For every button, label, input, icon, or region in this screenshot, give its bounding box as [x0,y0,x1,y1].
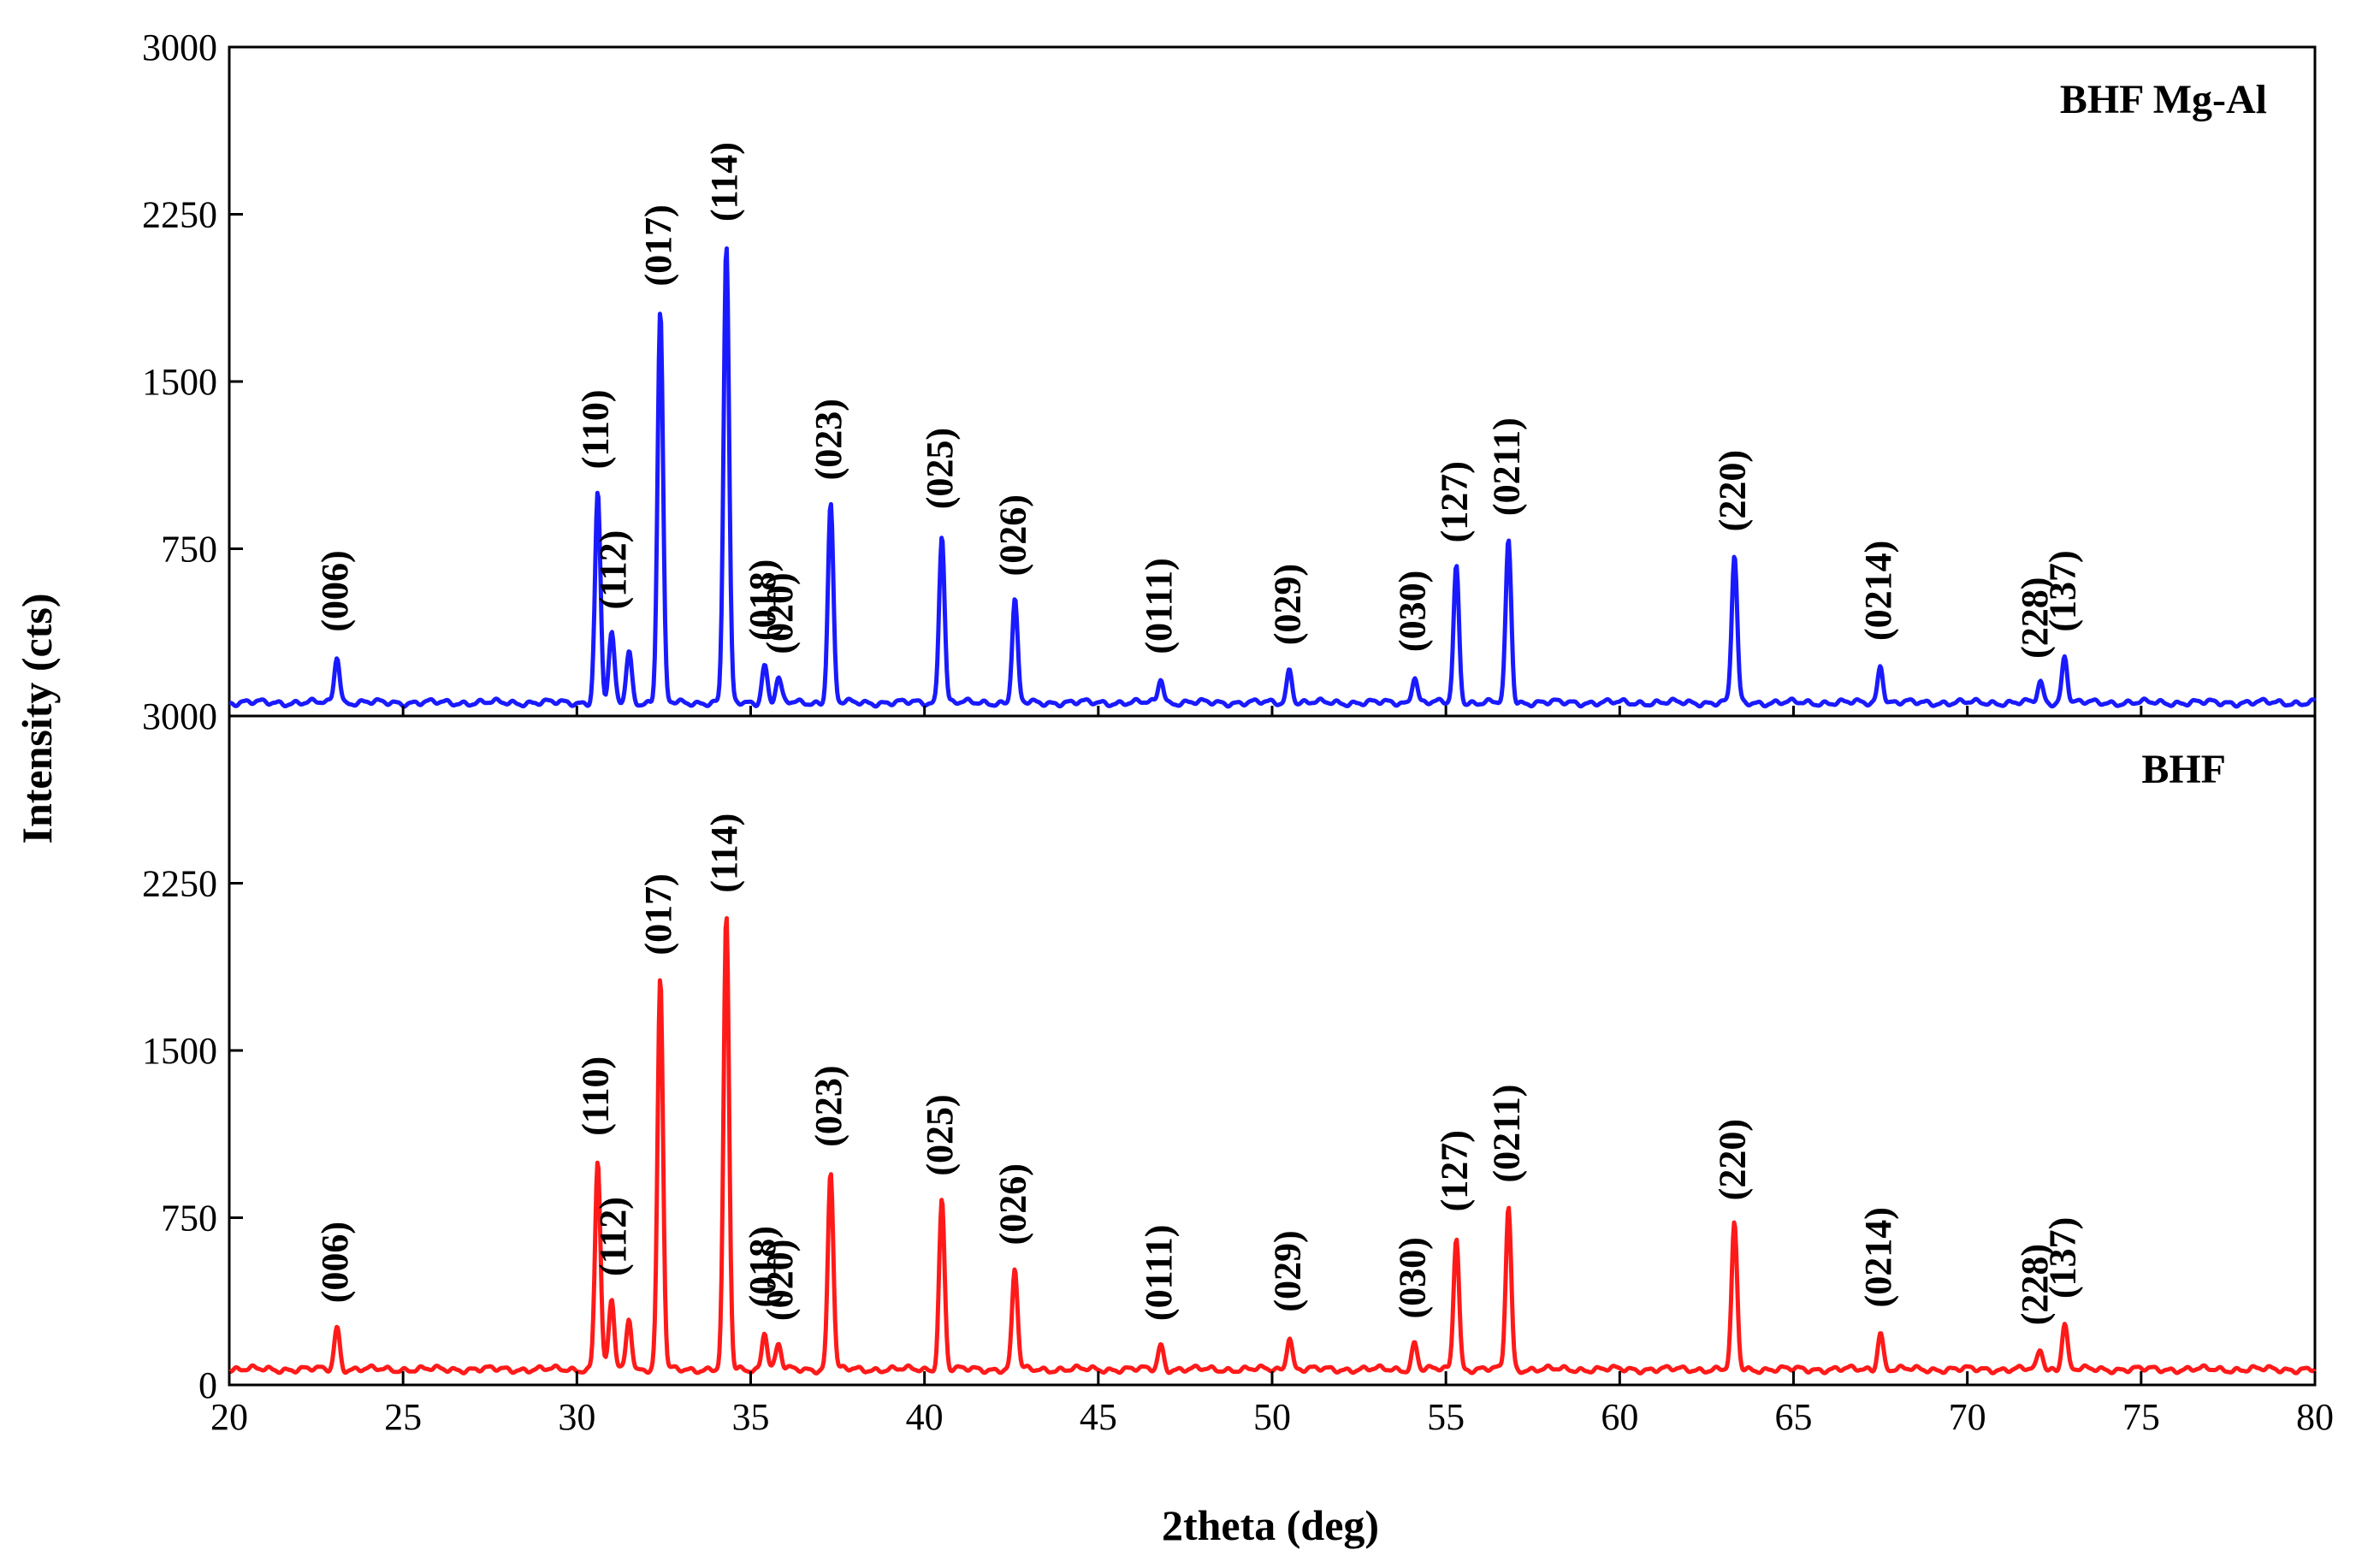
peak-label: (0214) [1857,1207,1899,1307]
peak-label: (025) [919,1094,961,1175]
peak-label: (127) [1433,461,1475,542]
peak-label: (023) [808,399,849,480]
peak-label: (020) [759,1240,801,1321]
peak-label: (029) [1266,1230,1308,1311]
peak-label: (017) [637,204,679,286]
peak-label: (0211) [1485,1085,1527,1183]
y-tick-label: 2250 [142,194,217,236]
peak-label: (137) [2041,550,2083,631]
peak-label: (006) [314,550,356,631]
peak-label: (137) [2041,1217,2083,1299]
y-tick-label: 1500 [142,1030,217,1072]
x-tick-label: 70 [1949,1396,1986,1438]
peak-label: (112) [592,1197,634,1276]
peak-label: (0214) [1857,541,1899,641]
x-tick-label: 65 [1775,1396,1813,1438]
xrd-series-line [228,246,2317,709]
panel-title: BHF Mg-Al [2060,77,2267,122]
peak-label: (030) [1392,1237,1434,1318]
peak-label: (023) [808,1065,849,1146]
peak-label: (026) [992,1163,1033,1245]
x-tick-label: 45 [1080,1396,1117,1438]
peak-label: (020) [759,572,801,654]
top-panel: 3000 750 1500 2250 3000 BHF Mg-Al (006) (110) (1… [142,27,2317,737]
x-tick-label: 25 [384,1396,422,1438]
y-tick-label: 750 [161,1198,217,1240]
peak-label: (030) [1392,571,1434,652]
peak-label: (228) [2014,1244,2056,1325]
peak-label: (018) [742,559,784,641]
peak-label: (025) [919,428,961,509]
peak-label: (114) [703,814,745,893]
peak-label: (220) [1711,450,1753,531]
bottom-panel: 0 750 1500 2250 BHF (006) (110) (112) (017) (114)… [142,714,2317,1406]
x-tick-label: 40 [906,1396,944,1438]
y-tick-label: 750 [161,529,217,571]
x-tick-label: 80 [2296,1396,2334,1438]
y-tick-label: 2250 [142,863,217,905]
peak-label: (127) [1433,1130,1475,1211]
panel-title: BHF [2141,747,2226,792]
x-tick-label: 35 [732,1396,770,1438]
peak-label: (017) [637,873,679,955]
y-axis-title: Intensity (cts) [13,593,61,843]
y-tick-label: 0 [198,1364,217,1406]
peak-label: (110) [575,1056,617,1136]
x-axis-title: 2theta (deg) [1162,1501,1379,1549]
peak-label: (112) [592,530,634,610]
peak-label: (220) [1711,1119,1753,1200]
peak-label: (0111) [1138,1225,1180,1321]
y-tick-label: 3000 [142,695,217,737]
y-tick-label: 1500 [142,361,217,403]
peak-label: (110) [575,389,617,469]
peak-label: (0111) [1138,558,1180,654]
peak-label: (026) [992,494,1033,576]
peak-label: (0211) [1485,417,1527,516]
x-tick-label: 55 [1427,1396,1465,1438]
peak-label: (228) [2014,577,2056,659]
peak-label: (114) [703,142,745,222]
x-tick-label: 30 [558,1396,595,1438]
x-tick-label: 50 [1253,1396,1291,1438]
peak-label: (018) [742,1226,784,1307]
x-tick-label: 20 [210,1396,248,1438]
peak-label: (029) [1266,564,1308,645]
x-axis: 20 25 30 35 40 45 50 55 60 65 70 75 80 [210,706,2334,1438]
x-tick-label: 60 [1601,1396,1638,1438]
peak-label: (006) [314,1222,356,1303]
x-tick-label: 75 [2122,1396,2160,1438]
y-tick-label: 3000 [142,27,217,68]
